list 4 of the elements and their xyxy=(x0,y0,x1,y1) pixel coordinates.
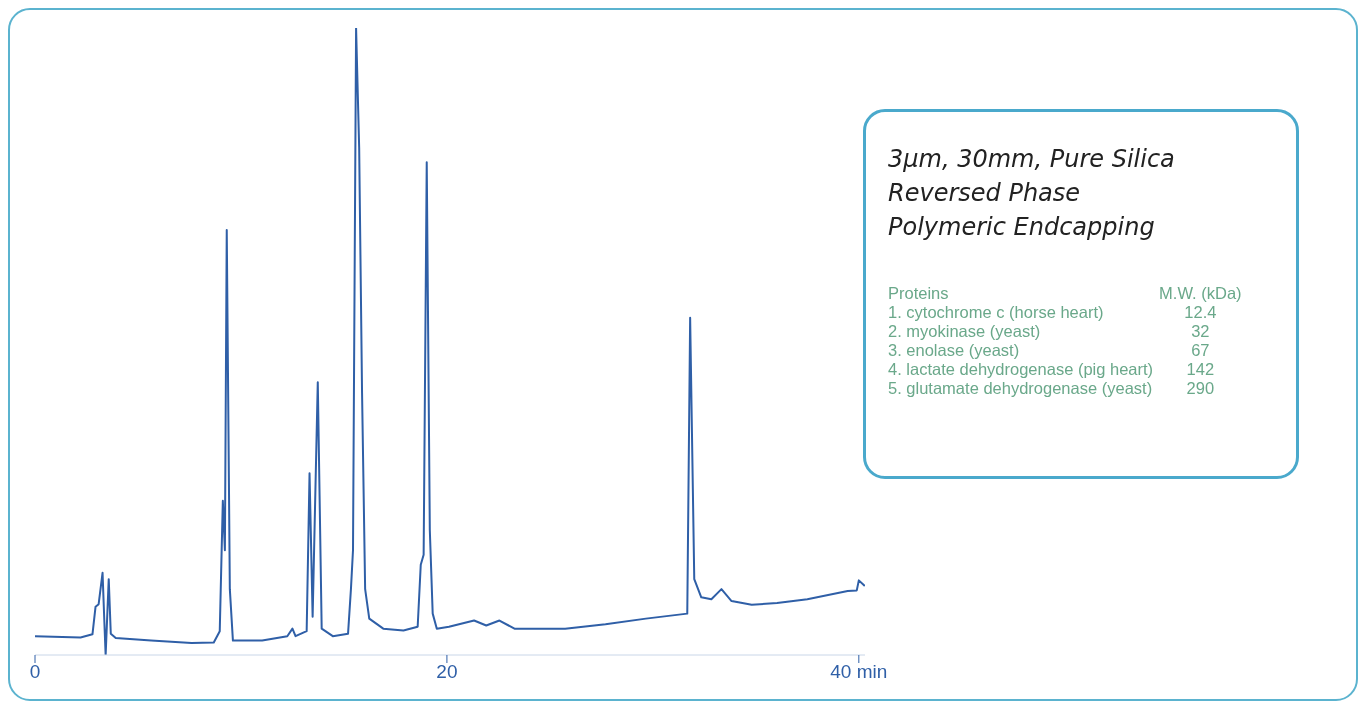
text-box: 3µm, 30mm, Pure Silica Reversed Phase Polymeric Endcapping Proteins M.W. (kDa) 1. cytochrome c (horse heart) 12.4 2. myokinase (yeast) 32 3. enolase (yeast) 67 4. lactate dehydrogenase (pig heart) 142 5. glutamate dehydrogenase (yeast) 290 xyxy=(863,109,1299,479)
x-tick-label: 0 xyxy=(29,661,41,683)
x-tick-label: 20 xyxy=(436,661,458,683)
x-tick-label: 40 min xyxy=(830,661,888,683)
